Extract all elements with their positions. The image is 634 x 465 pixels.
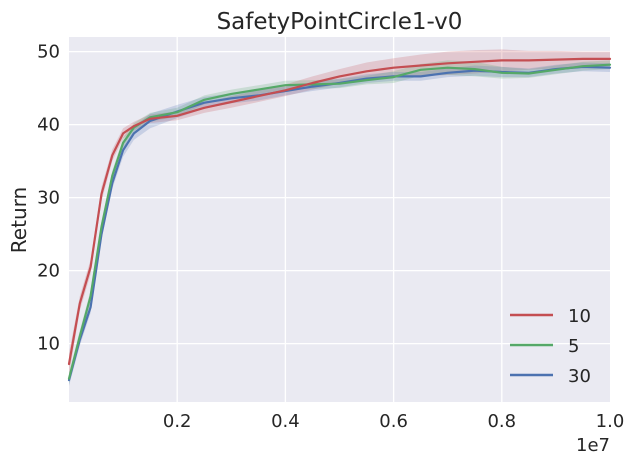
y-tick-label: 10 (37, 334, 60, 355)
series-lines (67, 57, 612, 382)
legend: 10 5 30 (510, 306, 591, 387)
y-tick-label: 20 (37, 261, 60, 282)
x-tick-labels: 0.2 0.4 0.6 0.8 1.0 (163, 411, 624, 432)
legend-label-5: 5 (568, 336, 579, 357)
x-tick-label: 0.2 (163, 411, 192, 432)
y-tick-label: 30 (37, 188, 60, 209)
legend-label-30: 30 (568, 366, 591, 387)
x-offset-label: 1e7 (576, 435, 610, 456)
line-series-5 (67, 63, 612, 380)
legend-label-10: 10 (568, 306, 591, 327)
y-axis-label: Return (7, 187, 31, 253)
x-tick-label: 0.4 (271, 411, 300, 432)
y-tick-labels: 10 20 30 40 50 (37, 42, 60, 355)
grid (69, 37, 610, 402)
plot-background (69, 37, 610, 402)
y-tick-label: 40 (37, 115, 60, 136)
chart-title: SafetyPointCircle1-v0 (217, 9, 463, 35)
x-tick-label: 1.0 (596, 411, 625, 432)
line-series-10 (67, 57, 612, 366)
y-tick-label: 50 (37, 42, 60, 63)
x-tick-label: 0.8 (487, 411, 516, 432)
x-tick-label: 0.6 (379, 411, 408, 432)
